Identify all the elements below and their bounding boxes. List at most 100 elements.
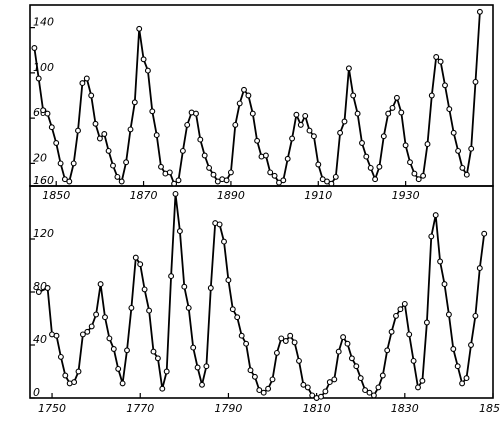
bottom-data-point bbox=[309, 392, 316, 399]
top-data-point bbox=[214, 178, 221, 185]
bottom-data-point bbox=[454, 363, 461, 370]
top-data-point bbox=[324, 178, 330, 185]
top-data-point bbox=[372, 176, 379, 183]
top-data-point bbox=[166, 169, 173, 176]
top-data-point bbox=[306, 127, 313, 134]
bottom-data-point bbox=[128, 304, 135, 311]
top-data-point bbox=[184, 121, 191, 128]
top-x-tick-label: 1870 bbox=[130, 189, 158, 202]
bottom-series-line bbox=[38, 192, 486, 399]
top-data-point bbox=[92, 120, 99, 127]
bottom-data-point bbox=[79, 331, 86, 338]
bottom-data-point bbox=[207, 285, 214, 291]
bottom-data-point bbox=[423, 319, 430, 326]
top-x-tick-label: 1850 bbox=[42, 189, 70, 202]
top-data-point bbox=[319, 176, 326, 183]
top-data-point bbox=[389, 104, 396, 111]
top-data-point bbox=[66, 178, 73, 185]
top-data-point bbox=[57, 160, 64, 167]
top-data-point bbox=[407, 159, 413, 166]
bottom-data-point bbox=[348, 355, 355, 362]
top-data-point bbox=[123, 159, 130, 166]
top-data-point bbox=[276, 179, 282, 186]
bottom-data-point bbox=[450, 346, 457, 352]
bottom-data-point bbox=[75, 368, 82, 375]
top-data-point bbox=[289, 135, 296, 142]
top-data-point bbox=[332, 173, 339, 180]
bottom-x-tick-label: 1770 bbox=[126, 402, 154, 415]
top-data-point bbox=[367, 164, 374, 171]
top-data-point bbox=[302, 112, 309, 119]
bottom-data-point bbox=[71, 379, 78, 386]
top-data-point bbox=[149, 108, 156, 115]
top-data-point bbox=[398, 109, 405, 116]
bottom-data-point bbox=[410, 357, 417, 364]
top-data-point bbox=[337, 129, 344, 136]
bottom-data-point bbox=[269, 376, 276, 383]
bottom-data-point bbox=[344, 340, 351, 347]
top-data-point bbox=[420, 172, 427, 179]
top-data-point bbox=[158, 163, 164, 170]
bottom-data-point bbox=[481, 230, 488, 237]
top-data-point bbox=[153, 132, 160, 139]
bottom-data-point bbox=[44, 285, 51, 291]
bottom-data-point bbox=[459, 380, 466, 387]
top-x-tick-label: 1930 bbox=[392, 189, 420, 202]
bottom-data-point bbox=[150, 348, 157, 355]
bottom-data-point bbox=[221, 238, 227, 245]
top-data-point bbox=[236, 100, 243, 107]
bottom-data-point bbox=[304, 384, 311, 391]
bottom-data-point bbox=[190, 344, 197, 351]
top-data-point bbox=[459, 164, 466, 171]
top-data-point bbox=[79, 80, 86, 87]
top-series-line bbox=[33, 11, 481, 185]
bottom-data-point bbox=[57, 353, 64, 360]
bottom-data-point bbox=[265, 385, 272, 392]
bottom-data-point bbox=[282, 338, 289, 344]
top-data-point bbox=[402, 142, 409, 149]
bottom-data-point bbox=[415, 384, 421, 391]
top-data-point bbox=[61, 176, 68, 183]
bottom-y-tick-label: 0 bbox=[33, 386, 40, 399]
bottom-data-point bbox=[300, 381, 307, 388]
bottom-data-point bbox=[181, 283, 188, 290]
bottom-data-point bbox=[468, 342, 474, 348]
top-data-point bbox=[428, 92, 435, 99]
bottom-data-point bbox=[168, 273, 175, 280]
bottom-data-point bbox=[393, 312, 399, 319]
bottom-data-point bbox=[172, 190, 179, 197]
bottom-x-tick-label: 1810 bbox=[303, 402, 331, 415]
top-data-point bbox=[463, 171, 470, 178]
bottom-data-point bbox=[62, 372, 69, 379]
top-data-point bbox=[223, 177, 230, 184]
top-data-point bbox=[363, 153, 370, 160]
top-data-point bbox=[284, 155, 291, 162]
bottom-data-point bbox=[278, 335, 285, 342]
top-data-point bbox=[193, 110, 199, 117]
top-data-point bbox=[44, 110, 51, 117]
top-data-point bbox=[271, 172, 278, 179]
bottom-data-point bbox=[384, 347, 391, 354]
bottom-data-point bbox=[353, 363, 360, 370]
top-data-point bbox=[53, 140, 60, 146]
top-data-point bbox=[227, 169, 234, 176]
top-data-point bbox=[345, 65, 352, 72]
bottom-x-tick-label: 1830 bbox=[391, 402, 419, 415]
top-data-point bbox=[197, 136, 204, 143]
bottom-data-point bbox=[141, 286, 148, 293]
bottom-data-point bbox=[88, 323, 95, 330]
bottom-data-point bbox=[132, 254, 139, 261]
bottom-chart-panel: 04080120160175017701790181018301850 bbox=[29, 174, 500, 415]
top-data-point bbox=[88, 92, 95, 99]
top-data-point bbox=[310, 133, 317, 140]
top-data-point bbox=[415, 176, 422, 183]
bottom-data-point bbox=[406, 331, 413, 338]
top-data-point bbox=[472, 78, 479, 85]
bottom-data-point bbox=[335, 348, 342, 355]
bottom-data-point bbox=[370, 392, 377, 399]
top-data-point bbox=[262, 152, 269, 159]
bottom-data-point bbox=[291, 339, 298, 346]
bottom-data-point bbox=[146, 307, 153, 314]
bottom-data-point bbox=[445, 311, 452, 318]
